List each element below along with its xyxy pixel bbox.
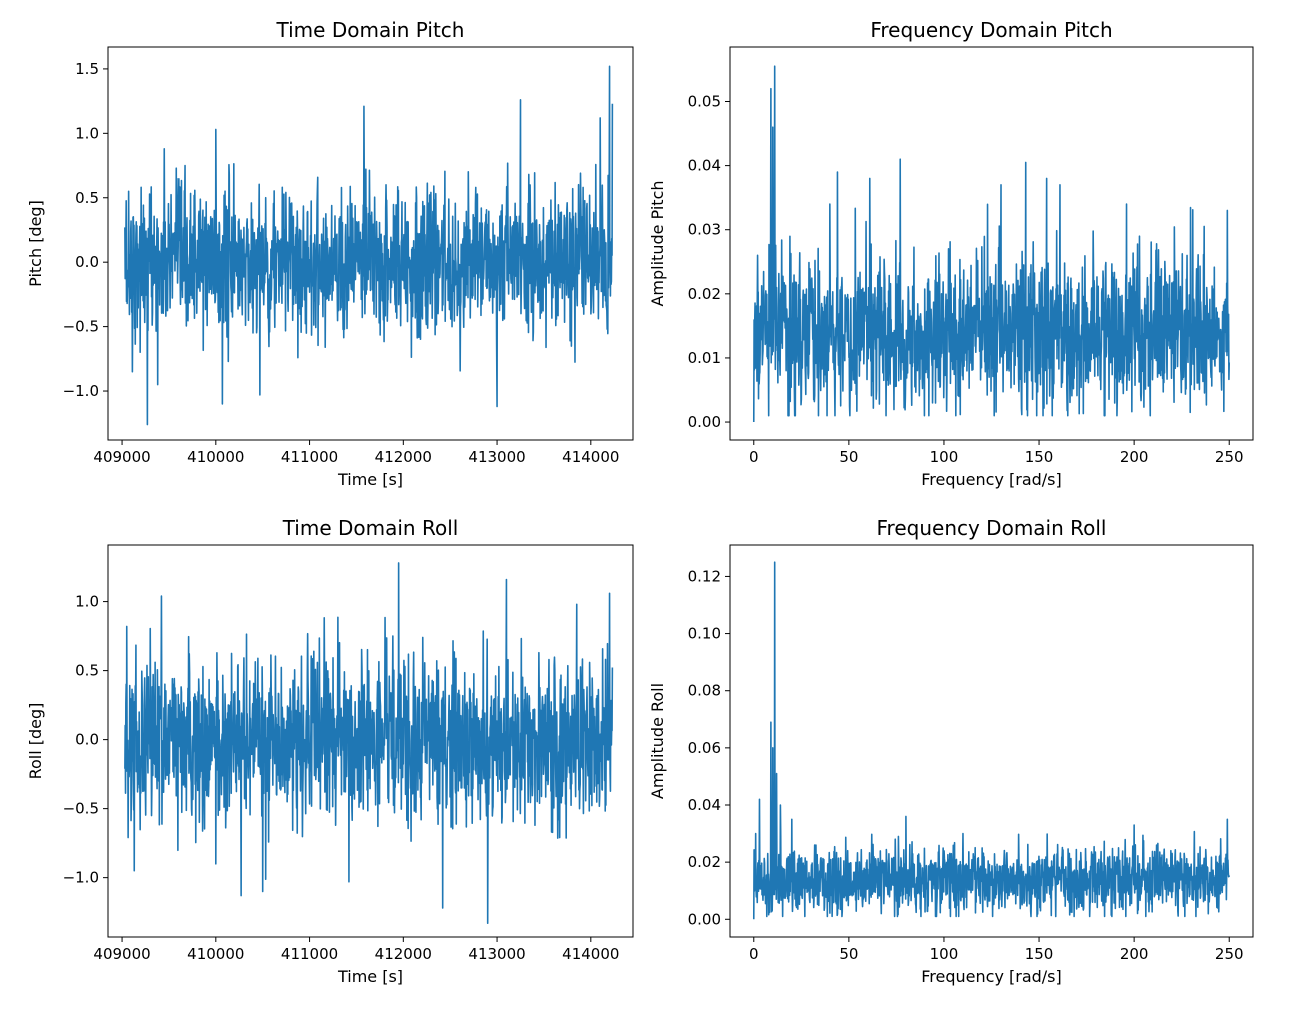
y-tick-label: 0.0 xyxy=(75,731,99,749)
series-line xyxy=(752,65,1231,423)
series-line xyxy=(124,562,614,924)
y-tick-label: 0.02 xyxy=(688,853,721,871)
y-tick-label: 0.08 xyxy=(688,682,721,700)
y-tick-label: −1.0 xyxy=(63,869,99,887)
x-tick-label: 150 xyxy=(1025,945,1054,963)
y-tick-label: 0.04 xyxy=(688,796,721,814)
x-tick-label: 410000 xyxy=(187,945,244,963)
x-tick-label: 412000 xyxy=(375,448,432,466)
x-axis-label: Time [s] xyxy=(337,470,403,489)
x-tick-label: 410000 xyxy=(187,448,244,466)
x-tick-label: 409000 xyxy=(93,945,150,963)
x-tick-label: 0 xyxy=(749,945,759,963)
panel-frequency-domain-pitch: Frequency Domain Pitch 0 50 100 150 200 250 0.0… xyxy=(648,18,1254,489)
x-tick-label: 414000 xyxy=(562,448,619,466)
chart-title: Frequency Domain Roll xyxy=(877,516,1107,540)
x-tick-label: 412000 xyxy=(375,945,432,963)
x-axis-label: Time [s] xyxy=(337,967,403,986)
axes-frame xyxy=(107,544,634,938)
x-axis-label: Frequency [rad/s] xyxy=(921,967,1062,986)
y-axis-label: Pitch [deg] xyxy=(26,200,45,287)
axes-frame xyxy=(729,544,1254,938)
axes-frame xyxy=(107,46,634,441)
y-tick-label: 1.0 xyxy=(75,124,99,142)
panel-time-domain-pitch: Time Domain Pitch 409000 410000 411000 41200… xyxy=(26,18,634,489)
y-axis-label: Amplitude Pitch xyxy=(648,180,667,306)
y-tick-label: −0.5 xyxy=(63,800,99,818)
panel-time-domain-roll: Time Domain Roll 409000 410000 411000 412000… xyxy=(26,516,634,986)
y-tick-label: 0.0 xyxy=(75,253,99,271)
x-tick-label: 200 xyxy=(1120,448,1149,466)
x-tick-label: 0 xyxy=(749,448,759,466)
y-tick-label: 0.00 xyxy=(688,910,721,928)
x-tick-label: 150 xyxy=(1025,448,1054,466)
y-tick-label: 0.5 xyxy=(75,662,99,680)
x-tick-label: 100 xyxy=(930,448,959,466)
x-tick-label: 413000 xyxy=(468,448,525,466)
x-tick-label: 50 xyxy=(839,945,858,963)
y-tick-label: 0.06 xyxy=(688,739,721,757)
x-tick-label: 414000 xyxy=(562,945,619,963)
x-tick-label: 250 xyxy=(1215,945,1244,963)
y-tick-label: −1.0 xyxy=(63,382,99,400)
x-tick-label: 413000 xyxy=(468,945,525,963)
y-tick-label: 0.03 xyxy=(688,221,721,239)
panel-frequency-domain-roll: Frequency Domain Roll 0 50 100 150 200 250 0.00… xyxy=(648,516,1254,986)
y-tick-label: 1.0 xyxy=(75,593,99,611)
y-tick-label: 1.5 xyxy=(75,60,99,78)
y-tick-label: 0.02 xyxy=(688,285,721,303)
y-tick-label: 0.00 xyxy=(688,413,721,431)
x-tick-label: 250 xyxy=(1215,448,1244,466)
x-tick-label: 50 xyxy=(839,448,858,466)
x-tick-label: 411000 xyxy=(281,448,338,466)
y-tick-label: 0.12 xyxy=(688,567,721,585)
y-tick-label: 0.04 xyxy=(688,157,721,175)
y-tick-label: −0.5 xyxy=(63,318,99,336)
chart-title: Frequency Domain Pitch xyxy=(870,18,1112,42)
x-tick-label: 100 xyxy=(930,945,959,963)
series-line xyxy=(124,65,614,426)
x-tick-label: 409000 xyxy=(93,448,150,466)
chart-title: Time Domain Pitch xyxy=(276,18,465,42)
y-axis-label: Roll [deg] xyxy=(26,703,45,780)
chart-title: Time Domain Roll xyxy=(282,516,459,540)
series-line xyxy=(752,561,1231,920)
x-tick-label: 200 xyxy=(1120,945,1149,963)
x-tick-label: 411000 xyxy=(281,945,338,963)
y-tick-label: 0.01 xyxy=(688,349,721,367)
y-tick-label: 0.05 xyxy=(688,92,721,110)
y-tick-label: 0.10 xyxy=(688,625,721,643)
y-tick-label: 0.5 xyxy=(75,189,99,207)
y-axis-label: Amplitude Roll xyxy=(648,683,667,799)
x-axis-label: Frequency [rad/s] xyxy=(921,470,1062,489)
axes-frame xyxy=(729,46,1254,441)
